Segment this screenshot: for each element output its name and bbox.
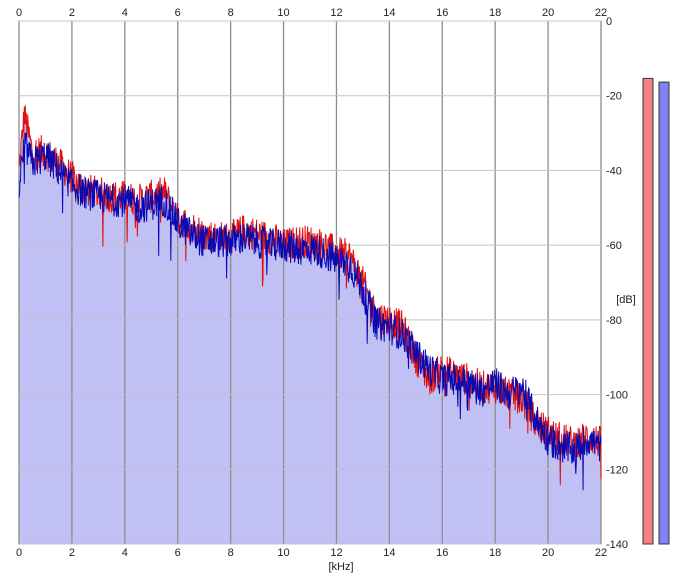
y-tick-label: -80: [606, 315, 622, 327]
x-tick-label-bottom: 12: [330, 547, 342, 559]
series-layer: [18, 105, 602, 491]
level-meter-2: [658, 81, 670, 545]
x-tick-label-bottom: 10: [277, 547, 289, 559]
x-tick-label-top: 14: [383, 7, 395, 19]
y-tick-label: -60: [606, 240, 622, 252]
x-tick-label-top: 12: [330, 7, 342, 19]
y-tick-label: 0: [606, 16, 612, 28]
x-tick-label-top: 10: [277, 7, 289, 19]
x-tick-label-top: 2: [69, 7, 75, 19]
x-tick-label-bottom: 6: [175, 547, 181, 559]
y-tick-label: -20: [606, 91, 622, 103]
y-tick-label: -40: [606, 165, 622, 177]
x-tick-label-top: 22: [595, 7, 607, 19]
x-tick-label-top: 0: [16, 7, 22, 19]
y-tick-label: -140: [606, 539, 628, 551]
x-tick-label-top: 20: [542, 7, 554, 19]
x-tick-label-bottom: 0: [16, 547, 22, 559]
x-tick-label-bottom: 2: [69, 547, 75, 559]
x-tick-label-bottom: 18: [489, 547, 501, 559]
x-tick-label-bottom: 8: [228, 547, 234, 559]
x-tick-label-top: 8: [228, 7, 234, 19]
x-tick-labels-top: 0 2 4 6 8 10 12 14 16 18 20 22: [16, 7, 607, 19]
series-line-1: [18, 105, 602, 486]
x-tick-label-top: 6: [175, 7, 181, 19]
x-tick-label-bottom: 20: [542, 547, 554, 559]
x-tick-label-bottom: 22: [595, 547, 607, 559]
x-tick-label-top: 18: [489, 7, 501, 19]
y-tick-label: -120: [606, 464, 628, 476]
x-axis-label: [kHz]: [328, 561, 353, 573]
y-tick-label: -100: [606, 390, 628, 402]
x-tick-label-bottom: 4: [122, 547, 128, 559]
series-line-2: [18, 132, 602, 491]
level-meter-1: [642, 77, 654, 545]
level-meters: [642, 77, 670, 545]
x-tick-labels-bottom: 0 2 4 6 8 10 12 14 16 18 20 22: [16, 547, 607, 559]
x-tick-label-bottom: 16: [436, 547, 448, 559]
y-axis-label: [dB]: [616, 294, 636, 306]
y-tick-labels: 0 -20 -40 -60 -80 -100 -120 -140: [606, 16, 628, 551]
x-tick-label-bottom: 14: [383, 547, 395, 559]
x-tick-label-top: 16: [436, 7, 448, 19]
x-tick-label-top: 4: [122, 7, 128, 19]
